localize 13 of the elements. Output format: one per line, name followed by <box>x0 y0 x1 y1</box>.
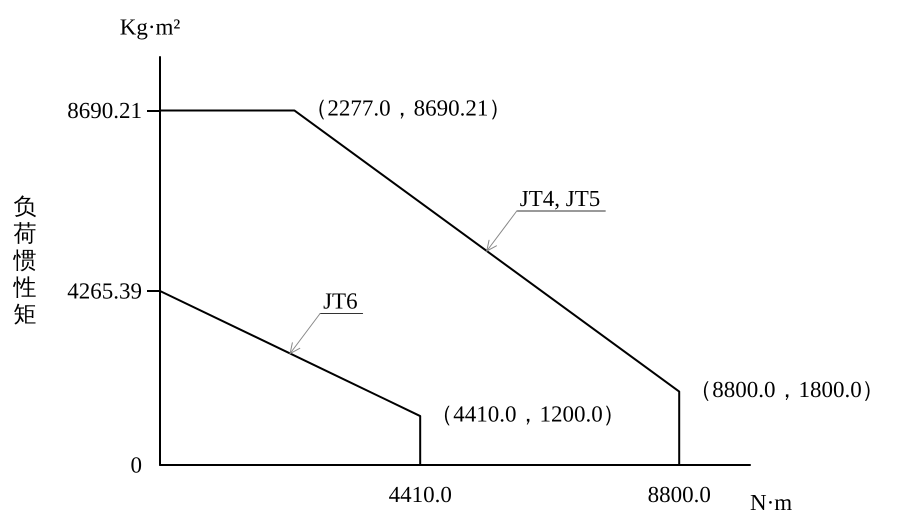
y-tick-label: 8690.21 <box>67 98 142 123</box>
y-axis-title: 负荷惯性矩 <box>12 194 36 328</box>
annotation: （4410.0，1200.0） <box>430 401 626 426</box>
y-tick-label: 4265.39 <box>67 278 142 304</box>
text: JT6 <box>323 288 358 314</box>
x-tick-label: 8800.0 <box>648 482 711 507</box>
annotation: （8800.0，1800.0） <box>689 376 885 402</box>
text: Kg·m² <box>120 14 180 40</box>
annotation: （2277.0，8690.21） <box>304 96 512 121</box>
text: JT4, JT5 <box>520 186 600 211</box>
y-tick-label: 0 <box>130 452 142 478</box>
x-tick-label: 4410.0 <box>388 482 452 507</box>
x-axis-title: N·m <box>750 490 792 515</box>
